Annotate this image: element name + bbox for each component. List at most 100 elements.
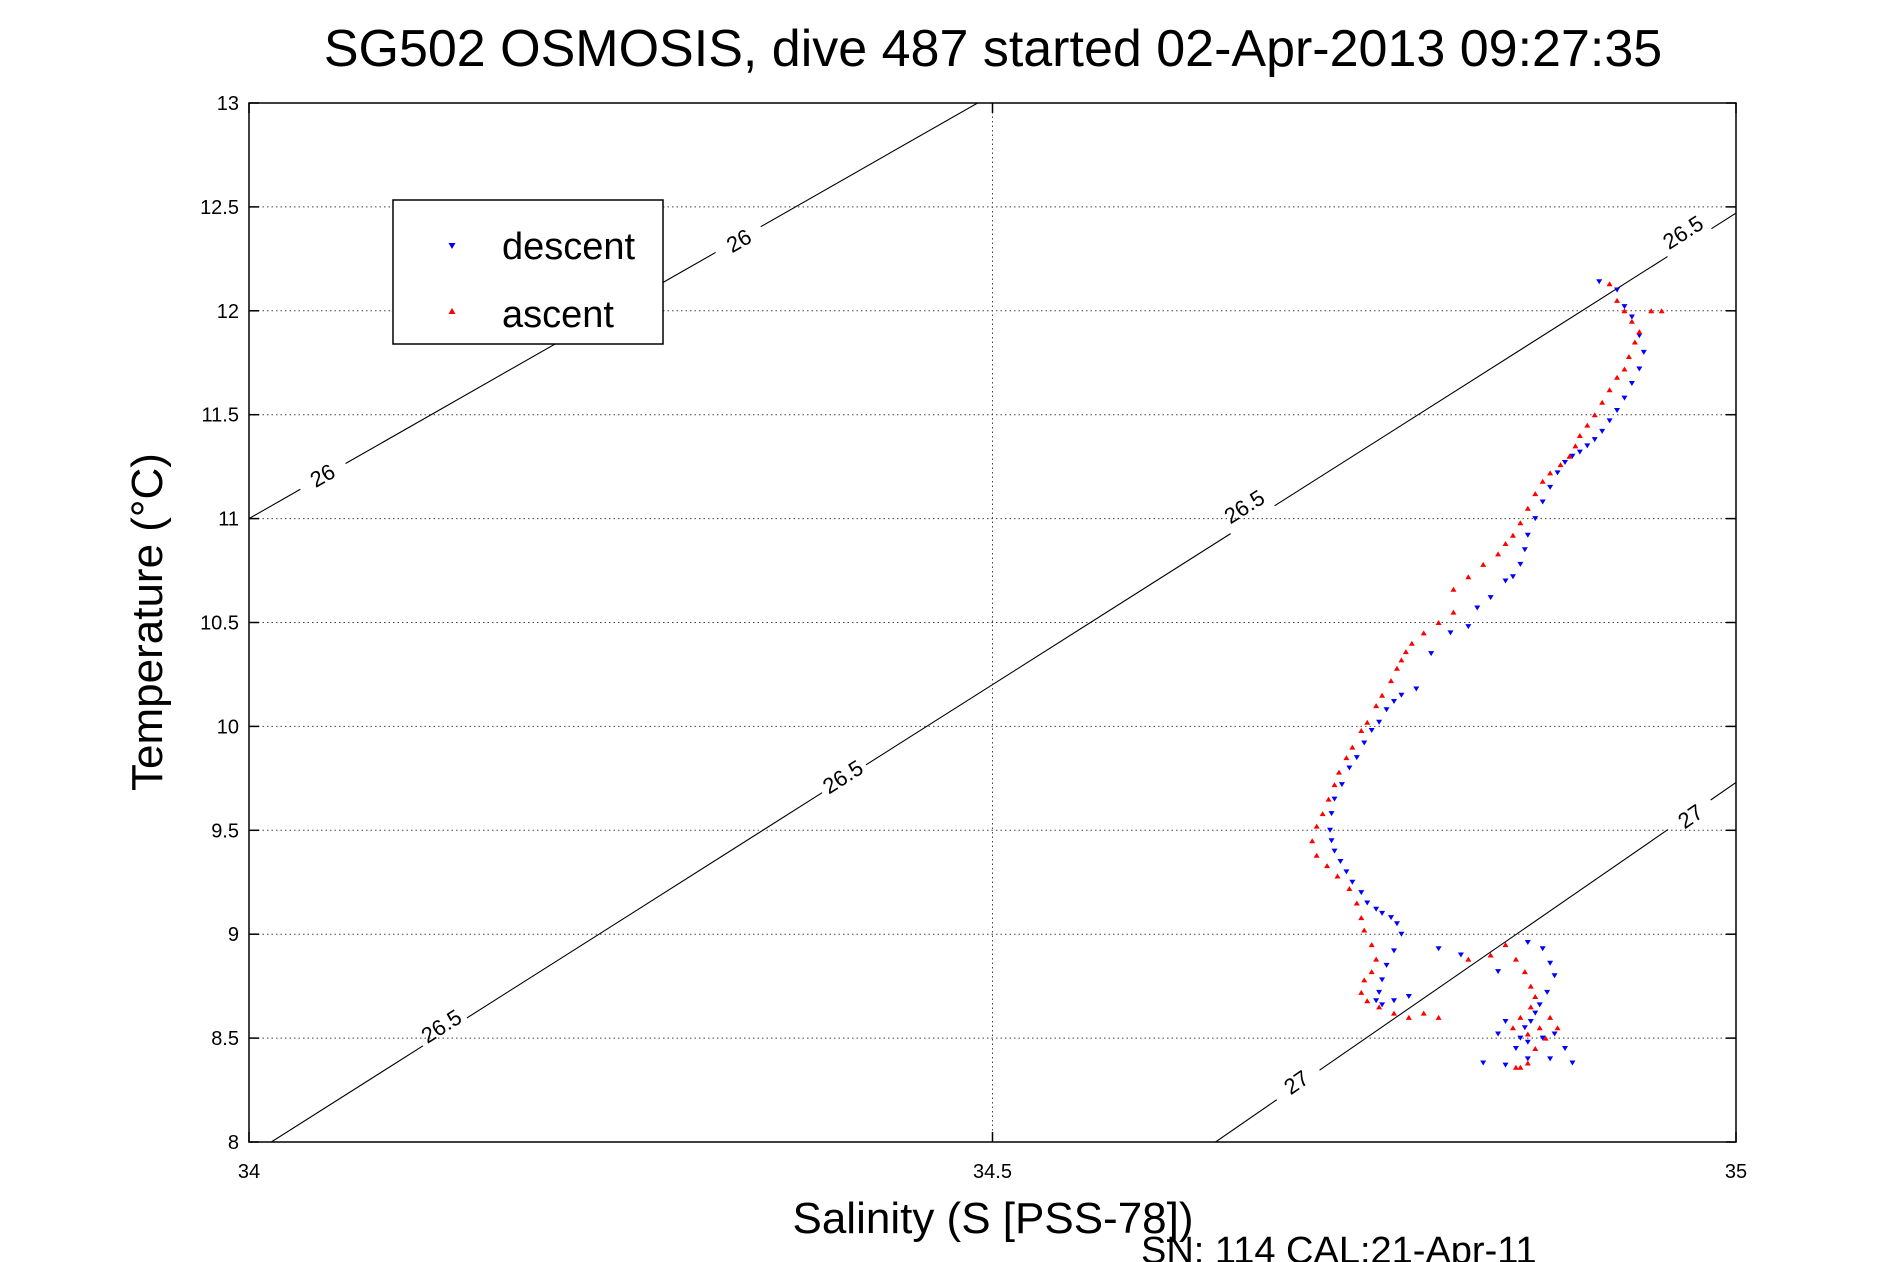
ascent-point <box>1517 1014 1524 1020</box>
ascent-point <box>1542 1035 1549 1041</box>
ascent-point <box>1420 630 1427 636</box>
ascent-point <box>1606 387 1613 393</box>
legend-marker-ascent <box>448 308 456 314</box>
descent-point <box>1328 838 1335 844</box>
isopycnal-line <box>760 103 978 228</box>
descent-point <box>1388 915 1395 921</box>
ascent-point <box>1532 1045 1539 1051</box>
ascent-point <box>1313 823 1320 829</box>
ascent-point <box>1368 969 1375 975</box>
descent-point <box>1551 1031 1558 1037</box>
descent-point <box>1502 1018 1509 1024</box>
ascent-point <box>1465 574 1472 580</box>
descent-point <box>1576 449 1583 455</box>
descent-point <box>1457 952 1464 958</box>
ascent-point <box>1376 1004 1383 1010</box>
ascent-point <box>1512 956 1519 962</box>
y-axis-label: Temperature (°C) <box>123 453 172 791</box>
ascent-point <box>1524 1031 1531 1037</box>
descent-point <box>1524 532 1531 538</box>
descent-point <box>1584 443 1591 449</box>
descent-point <box>1628 381 1635 387</box>
descent-point <box>1561 1045 1568 1051</box>
descent-point <box>1383 707 1390 713</box>
descent-point <box>1331 796 1338 802</box>
ascent-point <box>1532 491 1539 497</box>
ascent-point <box>1584 422 1591 428</box>
ascent-point <box>1487 952 1494 958</box>
ascent-point <box>1658 308 1665 314</box>
ascent-point <box>1353 900 1360 906</box>
descent-point <box>1480 1060 1487 1066</box>
descent-point <box>1517 561 1524 567</box>
descent-point <box>1640 349 1647 355</box>
ascent-point <box>1450 609 1457 615</box>
ascent-point <box>1343 755 1350 761</box>
y-tick-label: 10.5 <box>200 613 239 635</box>
ascent-point <box>1547 470 1554 476</box>
ascent-point <box>1364 998 1371 1004</box>
ascent-point <box>1408 640 1415 646</box>
descent-point <box>1327 827 1334 833</box>
descent-point <box>1337 858 1344 864</box>
ascent-point <box>1509 532 1516 538</box>
y-tick-label: 11.5 <box>202 405 239 427</box>
ascent-point <box>1509 1025 1516 1031</box>
ascent-point <box>1628 318 1635 324</box>
ascent-point <box>1420 1010 1427 1016</box>
ascent-point <box>1625 354 1632 360</box>
descent-point <box>1447 630 1454 636</box>
descent-point <box>1591 437 1598 443</box>
ascent-point <box>1636 329 1643 335</box>
descent-point <box>1364 900 1371 906</box>
ascent-point <box>1358 989 1365 995</box>
ascent-point <box>1614 374 1621 380</box>
ascent-point <box>1324 863 1331 869</box>
ascent-point <box>1331 782 1338 788</box>
legend-box <box>392 199 664 345</box>
descent-point <box>1509 574 1516 580</box>
legend: descent ascent <box>392 199 664 345</box>
isopycnal-line <box>1215 1099 1278 1142</box>
descent-point <box>1521 547 1528 553</box>
y-tick-label: 12.5 <box>200 197 239 219</box>
descent-point <box>1495 969 1502 975</box>
series-ascent <box>1309 281 1665 1070</box>
descent-point <box>1435 946 1442 952</box>
isopycnal-line <box>249 488 301 520</box>
ascent-point <box>1532 994 1539 1000</box>
legend-label-ascent: ascent <box>502 294 614 336</box>
ascent-point <box>1648 308 1655 314</box>
ascent-point <box>1368 942 1375 948</box>
ascent-point <box>1398 657 1405 663</box>
descent-point <box>1628 314 1635 320</box>
descent-point <box>1596 279 1603 285</box>
descent-point <box>1502 578 1509 584</box>
ascent-point <box>1502 942 1509 948</box>
isopycnal-line <box>1710 782 1736 801</box>
descent-point <box>1547 960 1554 966</box>
x-tick-label: 35 <box>1725 1161 1747 1183</box>
y-tick-label: 12 <box>217 301 239 323</box>
descent-point <box>1512 1045 1519 1051</box>
descent-point <box>1349 879 1356 885</box>
ascent-point <box>1557 462 1564 468</box>
ascent-point <box>1402 649 1409 655</box>
ascent-point <box>1524 505 1531 511</box>
descent-point <box>1621 304 1628 310</box>
sensor-calibration-note: SN: 114 CAL:21-Apr-11 <box>1141 1230 1537 1262</box>
descent-point <box>1502 1062 1509 1068</box>
ascent-point <box>1572 443 1579 449</box>
ascent-point <box>1325 796 1332 802</box>
ascent-point <box>1335 769 1342 775</box>
descent-point <box>1383 962 1390 968</box>
ascent-point <box>1465 956 1472 962</box>
ascent-point <box>1319 811 1326 817</box>
y-tick-label: 8 <box>228 1132 239 1154</box>
descent-point <box>1346 765 1353 771</box>
ascent-point <box>1554 1025 1561 1031</box>
y-tick-label: 10 <box>217 716 239 738</box>
descent-point <box>1521 1025 1528 1031</box>
ascent-point <box>1373 956 1380 962</box>
